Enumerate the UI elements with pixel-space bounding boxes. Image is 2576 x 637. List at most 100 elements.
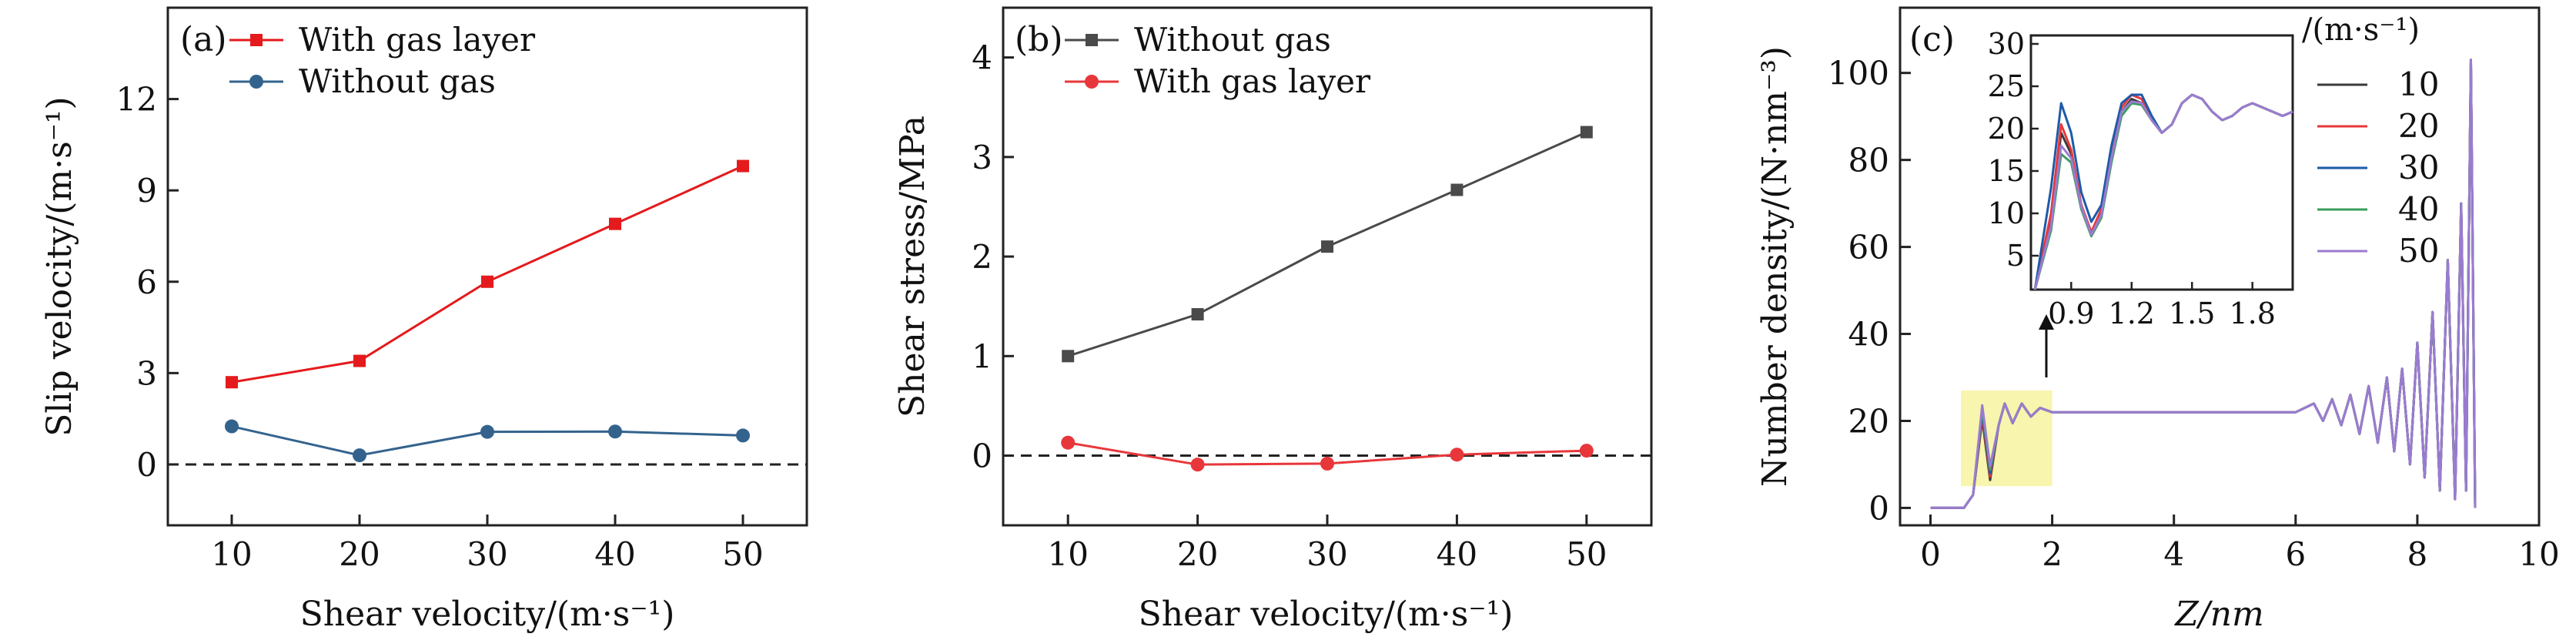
legend-label: With gas layer xyxy=(299,21,536,59)
legend-label: 30 xyxy=(2398,149,2439,186)
x-tick-label: 20 xyxy=(339,535,380,573)
zoom-arrow-icon xyxy=(2039,314,2054,377)
data-point xyxy=(737,159,749,173)
x-tick-label: 10 xyxy=(1047,535,1088,573)
b-tick-group: 10 20 30 40 50 0 1 2 3 4 xyxy=(972,39,1607,573)
panel-label-c: (c) xyxy=(1909,20,1955,59)
x-tick-label: 30 xyxy=(1306,535,1347,573)
x-tick-label: 10 xyxy=(2518,535,2559,573)
y-tick-label: 20 xyxy=(1848,402,1889,440)
legend-label: 20 xyxy=(2398,107,2439,145)
legend-label: Without gas xyxy=(299,62,496,100)
data-point xyxy=(1321,240,1333,253)
density-line-50 xyxy=(1930,59,2477,509)
series-line-0 xyxy=(231,165,744,384)
y-tick-label: 2 xyxy=(972,238,992,276)
legend-marker xyxy=(250,34,263,46)
data-point xyxy=(1190,458,1205,472)
a-tick-group: 10 20 30 40 50 0 3 6 9 12 xyxy=(116,81,764,573)
y-tick-label: 3 xyxy=(136,354,157,392)
a-series-group xyxy=(225,159,750,463)
panel-a: 10 20 30 40 50 0 3 6 9 12 (a) Shear velocity/(m·s… xyxy=(40,6,808,634)
y-tick-label: 0 xyxy=(136,446,157,484)
y-tick-label: 0 xyxy=(1868,489,1889,527)
x-tick-label: 10 xyxy=(211,535,252,573)
inset-series-group xyxy=(2033,93,2293,290)
data-point xyxy=(226,376,238,389)
data-point xyxy=(609,217,621,230)
x-tick-label: 2 xyxy=(2042,535,2062,573)
data-point xyxy=(1450,183,1464,196)
data-point xyxy=(480,424,494,439)
y-tick-label: 60 xyxy=(1848,229,1889,267)
inset-x-tick-label: 0.9 xyxy=(2048,297,2094,330)
legend-label: Without gas xyxy=(1134,21,1331,59)
data-point xyxy=(1062,350,1075,363)
data-point xyxy=(1580,126,1593,139)
a-ylabel: Slip velocity/(m·s⁻¹) xyxy=(40,96,79,436)
inset-x-tick-label: 1.8 xyxy=(2229,297,2275,330)
y-tick-label: 40 xyxy=(1848,316,1889,354)
data-point xyxy=(225,419,239,434)
data-point xyxy=(1191,308,1204,321)
x-tick-label: 4 xyxy=(2163,535,2184,573)
inset-line-50 xyxy=(2033,93,2293,290)
x-tick-label: 0 xyxy=(1920,535,1941,573)
b-xlabel: Shear velocity/(m·s⁻¹) xyxy=(1139,595,1514,634)
x-tick-label: 6 xyxy=(2285,535,2306,573)
inset-tick-group: 0.9 1.2 1.5 1.8 5 10 15 20 25 30 xyxy=(1988,27,2276,330)
b-series-group xyxy=(1061,126,1594,472)
y-tick-label: 80 xyxy=(1848,142,1889,179)
y-tick-label: 12 xyxy=(116,81,157,119)
legend-label: 50 xyxy=(2398,232,2439,270)
x-tick-label: 20 xyxy=(1177,535,1218,573)
c-ylabel: Number density/(N·nm⁻³) xyxy=(1755,46,1795,487)
x-tick-label: 40 xyxy=(1437,535,1477,573)
inset-y-tick-label: 15 xyxy=(1988,154,2025,188)
data-point xyxy=(353,354,366,367)
y-tick-label: 4 xyxy=(972,39,992,77)
inset-y-tick-label: 20 xyxy=(1988,112,2025,146)
panel-label-b: (b) xyxy=(1015,20,1063,59)
inset-x-tick-label: 1.5 xyxy=(2169,297,2215,330)
inset-x-tick-label: 1.2 xyxy=(2109,297,2155,330)
x-tick-label: 30 xyxy=(467,535,507,573)
data-point xyxy=(1450,448,1464,462)
c-series-group xyxy=(1930,59,2477,509)
x-tick-label: 50 xyxy=(722,535,763,573)
x-tick-label: 40 xyxy=(594,535,635,573)
y-tick-label: 3 xyxy=(972,139,992,176)
x-tick-label: 8 xyxy=(2407,535,2428,573)
legend-marker xyxy=(1085,75,1099,89)
c-legend-title: /(m·s⁻¹) xyxy=(2302,12,2420,48)
y-tick-label: 0 xyxy=(972,438,992,475)
inset-y-tick-label: 30 xyxy=(1988,27,2025,61)
legend-marker xyxy=(249,75,263,89)
data-point xyxy=(608,424,622,439)
data-point xyxy=(736,428,750,443)
data-point xyxy=(1320,456,1334,471)
plot-frame-c xyxy=(1899,6,2541,527)
inset-y-tick-label: 10 xyxy=(1988,196,2025,230)
c-legend: 10 20 30 40 50 xyxy=(2317,65,2439,270)
panel-label-a: (a) xyxy=(180,20,227,59)
data-point xyxy=(1061,435,1076,450)
legend-label: 10 xyxy=(2398,65,2439,103)
legend-label: With gas layer xyxy=(1134,62,1371,100)
y-tick-label: 6 xyxy=(136,263,157,301)
inset-y-tick-label: 25 xyxy=(1988,69,2025,103)
inset-y-tick-label: 5 xyxy=(2006,239,2025,273)
x-tick-label: 50 xyxy=(1566,535,1607,573)
b-ylabel: Shear stress/MPa xyxy=(893,116,932,417)
panel-b: 10 20 30 40 50 0 1 2 3 4 (b) Shear velocity/(m·s⁻… xyxy=(893,6,1653,634)
y-tick-label: 9 xyxy=(136,172,157,210)
legend-label: 40 xyxy=(2398,190,2439,228)
a-xlabel: Shear velocity/(m·s⁻¹) xyxy=(300,595,675,634)
c-xlabel: Z/nm xyxy=(2173,595,2263,634)
data-point xyxy=(1579,444,1594,458)
y-tick-label: 100 xyxy=(1828,55,1889,92)
y-tick-label: 1 xyxy=(972,337,992,375)
